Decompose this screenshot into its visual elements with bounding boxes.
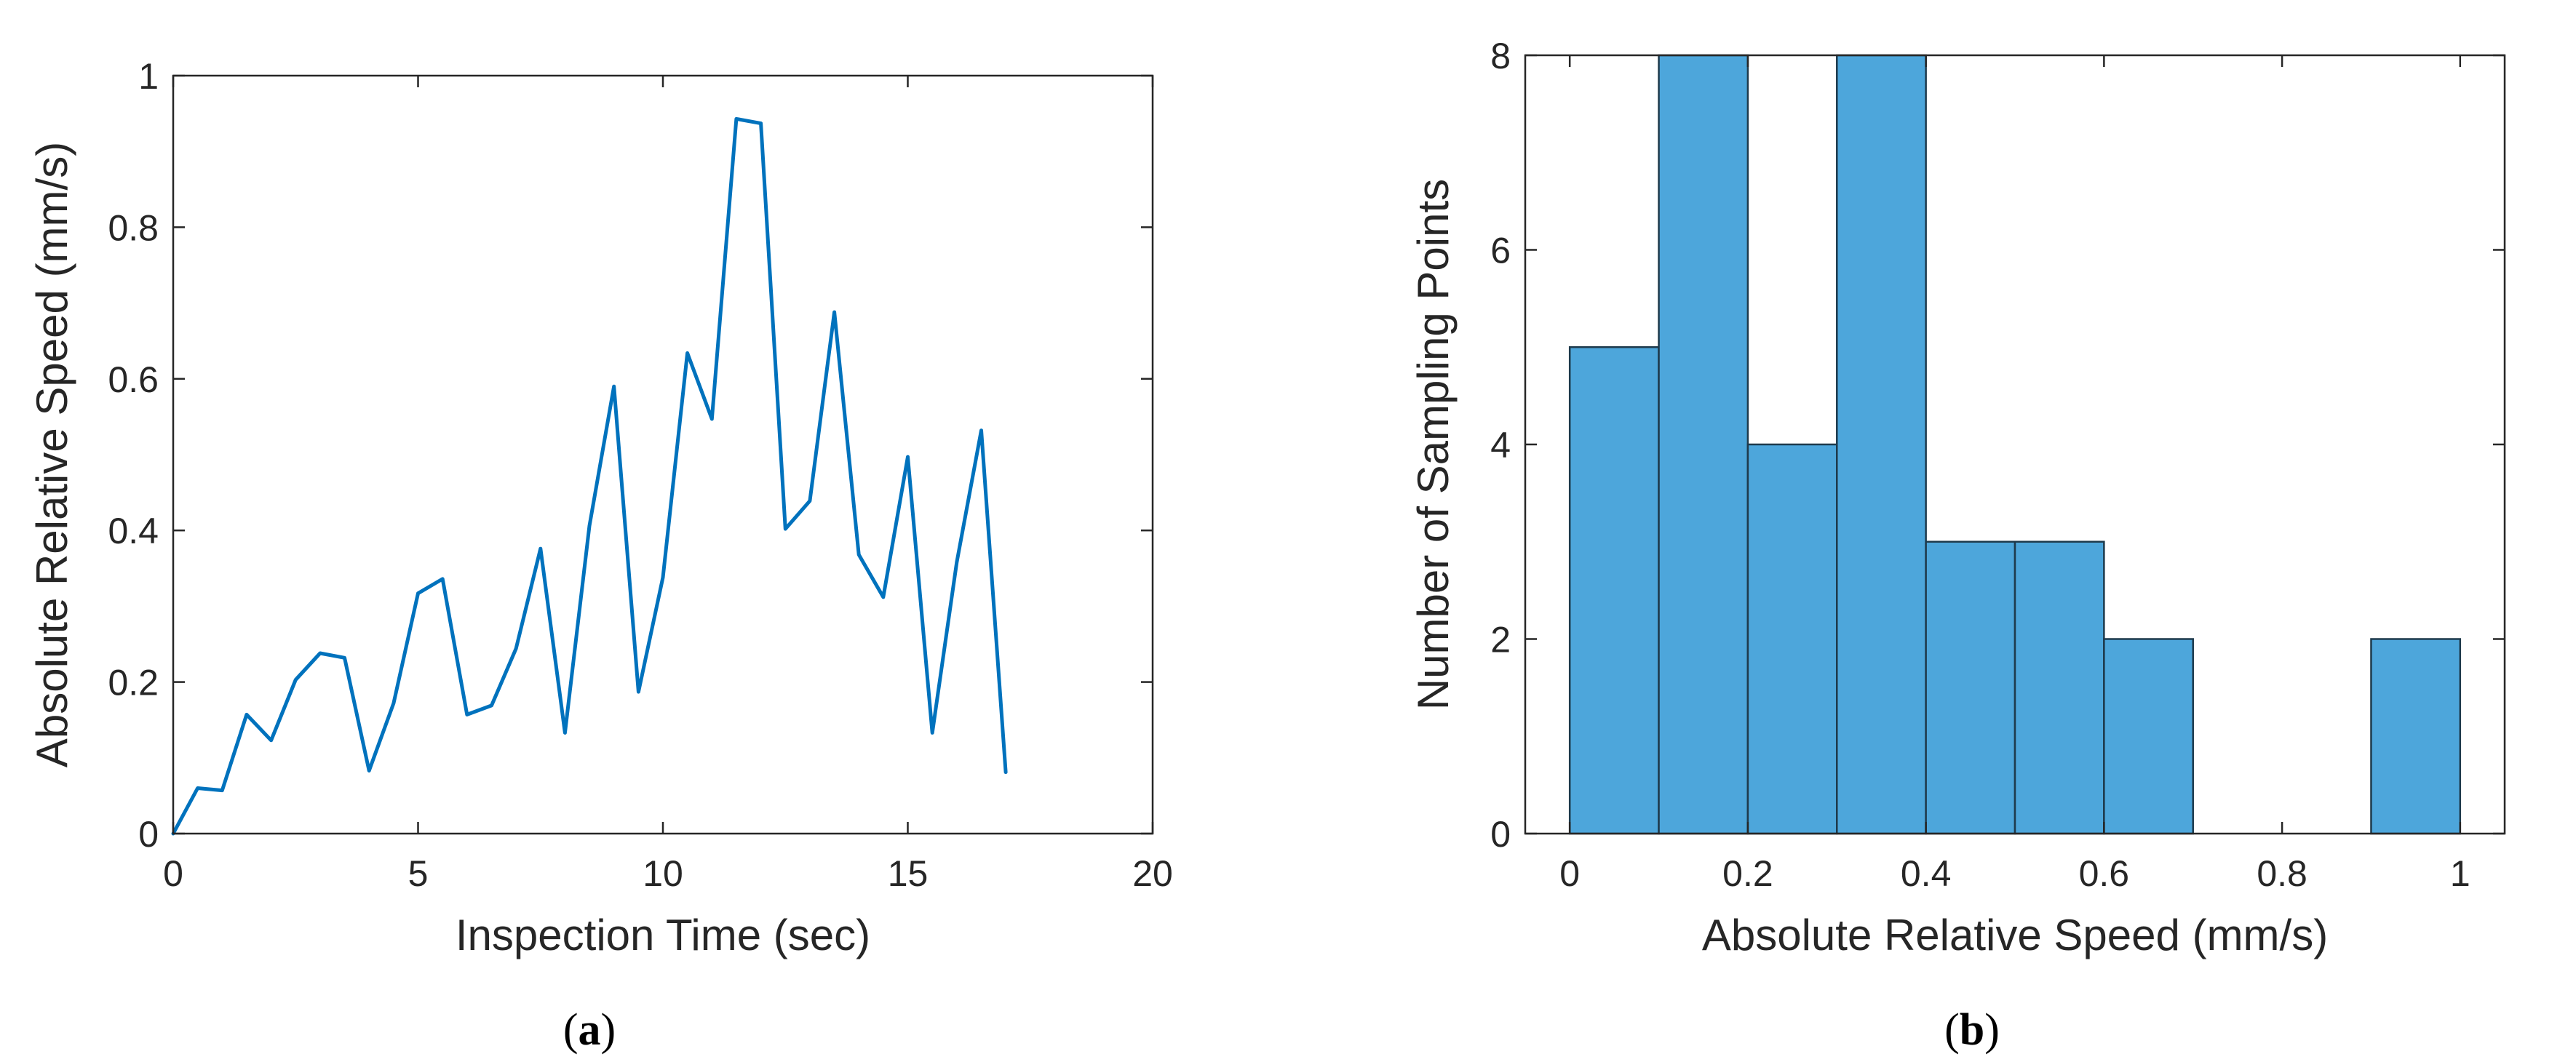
histogram-bar <box>1925 540 2016 835</box>
x-tick-label: 20 <box>1132 853 1173 894</box>
y-tick-label: 0 <box>1490 814 1511 855</box>
panel-label: (b) <box>1944 1005 2000 1055</box>
y-axis-label: Absolute Relative Speed (mm/s) <box>28 142 76 767</box>
panel-label-close: ) <box>601 1005 616 1055</box>
panel-b-histogram: 0 0.2 0.4 0.6 0.8 1 0 2 4 6 8 Absolute Relative Spe… <box>1409 36 2506 1055</box>
y-tick-label: 8 <box>1490 36 1511 76</box>
x-tick-label: 0.6 <box>2079 853 2130 894</box>
y-tick-label: 6 <box>1490 231 1511 271</box>
y-tick-label: 0.2 <box>108 663 159 703</box>
x-tick-label: 0.4 <box>1901 853 1952 894</box>
x-tick-label: 0 <box>1559 853 1580 894</box>
x-tick-label: 0.8 <box>2257 853 2307 894</box>
x-tick-label: 0.2 <box>1722 853 1773 894</box>
histogram-bar <box>1568 346 1660 835</box>
panel-label-letter: b <box>1960 1005 1984 1055</box>
panel-label-open: ( <box>563 1005 579 1055</box>
panel-label: (a) <box>563 1005 616 1055</box>
panel-label-close: ) <box>1984 1005 2000 1055</box>
x-tick-label: 5 <box>408 853 429 894</box>
histogram-bar <box>2103 638 2194 835</box>
histogram-bar <box>1836 54 1927 835</box>
histogram-bar <box>1746 443 1838 835</box>
y-tick-label: 2 <box>1490 620 1511 660</box>
x-tick-label: 0 <box>163 853 183 894</box>
x-tick-label: 15 <box>888 853 929 894</box>
y-axis-label: Number of Sampling Points <box>1409 179 1458 710</box>
y-tick-label: 0 <box>138 814 159 855</box>
panel-label-open: ( <box>1944 1005 1960 1055</box>
y-tick-label: 0.8 <box>108 207 159 248</box>
histogram-bar <box>2370 638 2462 835</box>
x-tick-label: 10 <box>643 853 683 894</box>
y-tick-label: 0.6 <box>108 359 159 400</box>
panel-a-line-chart: 0 5 10 15 20 0 0.2 0.4 0.6 0.8 1 Inspection Time (s… <box>28 56 1173 1055</box>
y-tick-label: 0.4 <box>108 511 159 551</box>
histogram-bar <box>2014 540 2105 835</box>
histogram-bar <box>1658 54 1749 835</box>
y-tick-label: 4 <box>1490 425 1511 466</box>
y-tick-label: 1 <box>138 56 159 97</box>
axes-box <box>172 74 1154 835</box>
x-tick-label: 1 <box>2450 853 2470 894</box>
series-line-speed <box>171 116 1008 836</box>
x-axis-label: Inspection Time (sec) <box>456 911 870 959</box>
panel-label-letter: a <box>579 1005 601 1055</box>
x-axis-label: Absolute Relative Speed (mm/s) <box>1702 911 2328 959</box>
